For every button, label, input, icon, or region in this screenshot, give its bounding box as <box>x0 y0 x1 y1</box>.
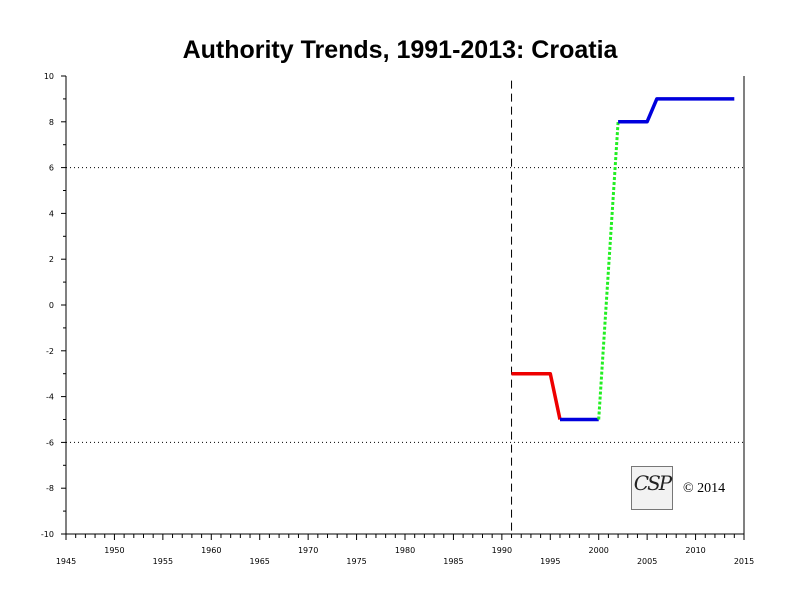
y-tick-label: 8 <box>49 118 54 127</box>
x-tick-label: 1990 <box>492 546 512 555</box>
chart-title: Authority Trends, 1991-2013: Croatia <box>182 36 618 64</box>
copyright-text: © 2014 <box>683 481 726 496</box>
x-tick-label: 1985 <box>443 557 463 566</box>
x-tick-label: 2010 <box>685 546 705 555</box>
x-tick-label: 1950 <box>104 546 124 555</box>
x-tick-label: 1970 <box>298 546 318 555</box>
y-tick-label: 4 <box>49 209 54 218</box>
x-tick-label: 2015 <box>734 557 754 566</box>
x-tick-label: 2005 <box>637 557 657 566</box>
y-tick-label: -8 <box>46 484 54 493</box>
y-tick-label: -2 <box>46 347 54 356</box>
x-tick-label: 1995 <box>540 557 560 566</box>
y-tick-label: 6 <box>49 164 54 173</box>
y-tick-label: 10 <box>44 72 54 81</box>
reference-lines <box>66 80 744 534</box>
series-line <box>618 97 735 124</box>
x-tick-label: 1955 <box>153 557 173 566</box>
x-tick-label: 1965 <box>250 557 270 566</box>
series-line <box>511 371 562 420</box>
x-tick-label: 2000 <box>589 546 609 555</box>
x-tick-label: 1945 <box>56 557 76 566</box>
x-tick-label: 1960 <box>201 546 221 555</box>
y-tick-label: -4 <box>46 393 54 402</box>
x-tick-label: 1975 <box>346 557 366 566</box>
x-tick-label: 1980 <box>395 546 415 555</box>
y-tick-label: -10 <box>41 530 54 539</box>
csp-logo-icon: CSP <box>631 466 673 510</box>
series-line <box>597 121 620 420</box>
y-axis-ticks: 10 8 6 4 2 0 -2 -4 -6 -8 -10 <box>41 72 66 539</box>
y-tick-label: -6 <box>46 438 54 447</box>
logo-letters: CSP <box>633 471 672 495</box>
x-axis-ticks: 1945 1950 1955 1960 1965 1970 1975 1980 1985 1990… <box>56 534 754 566</box>
y-tick-label: 2 <box>49 255 54 264</box>
data-series <box>511 97 735 422</box>
y-tick-label: 0 <box>49 301 54 310</box>
